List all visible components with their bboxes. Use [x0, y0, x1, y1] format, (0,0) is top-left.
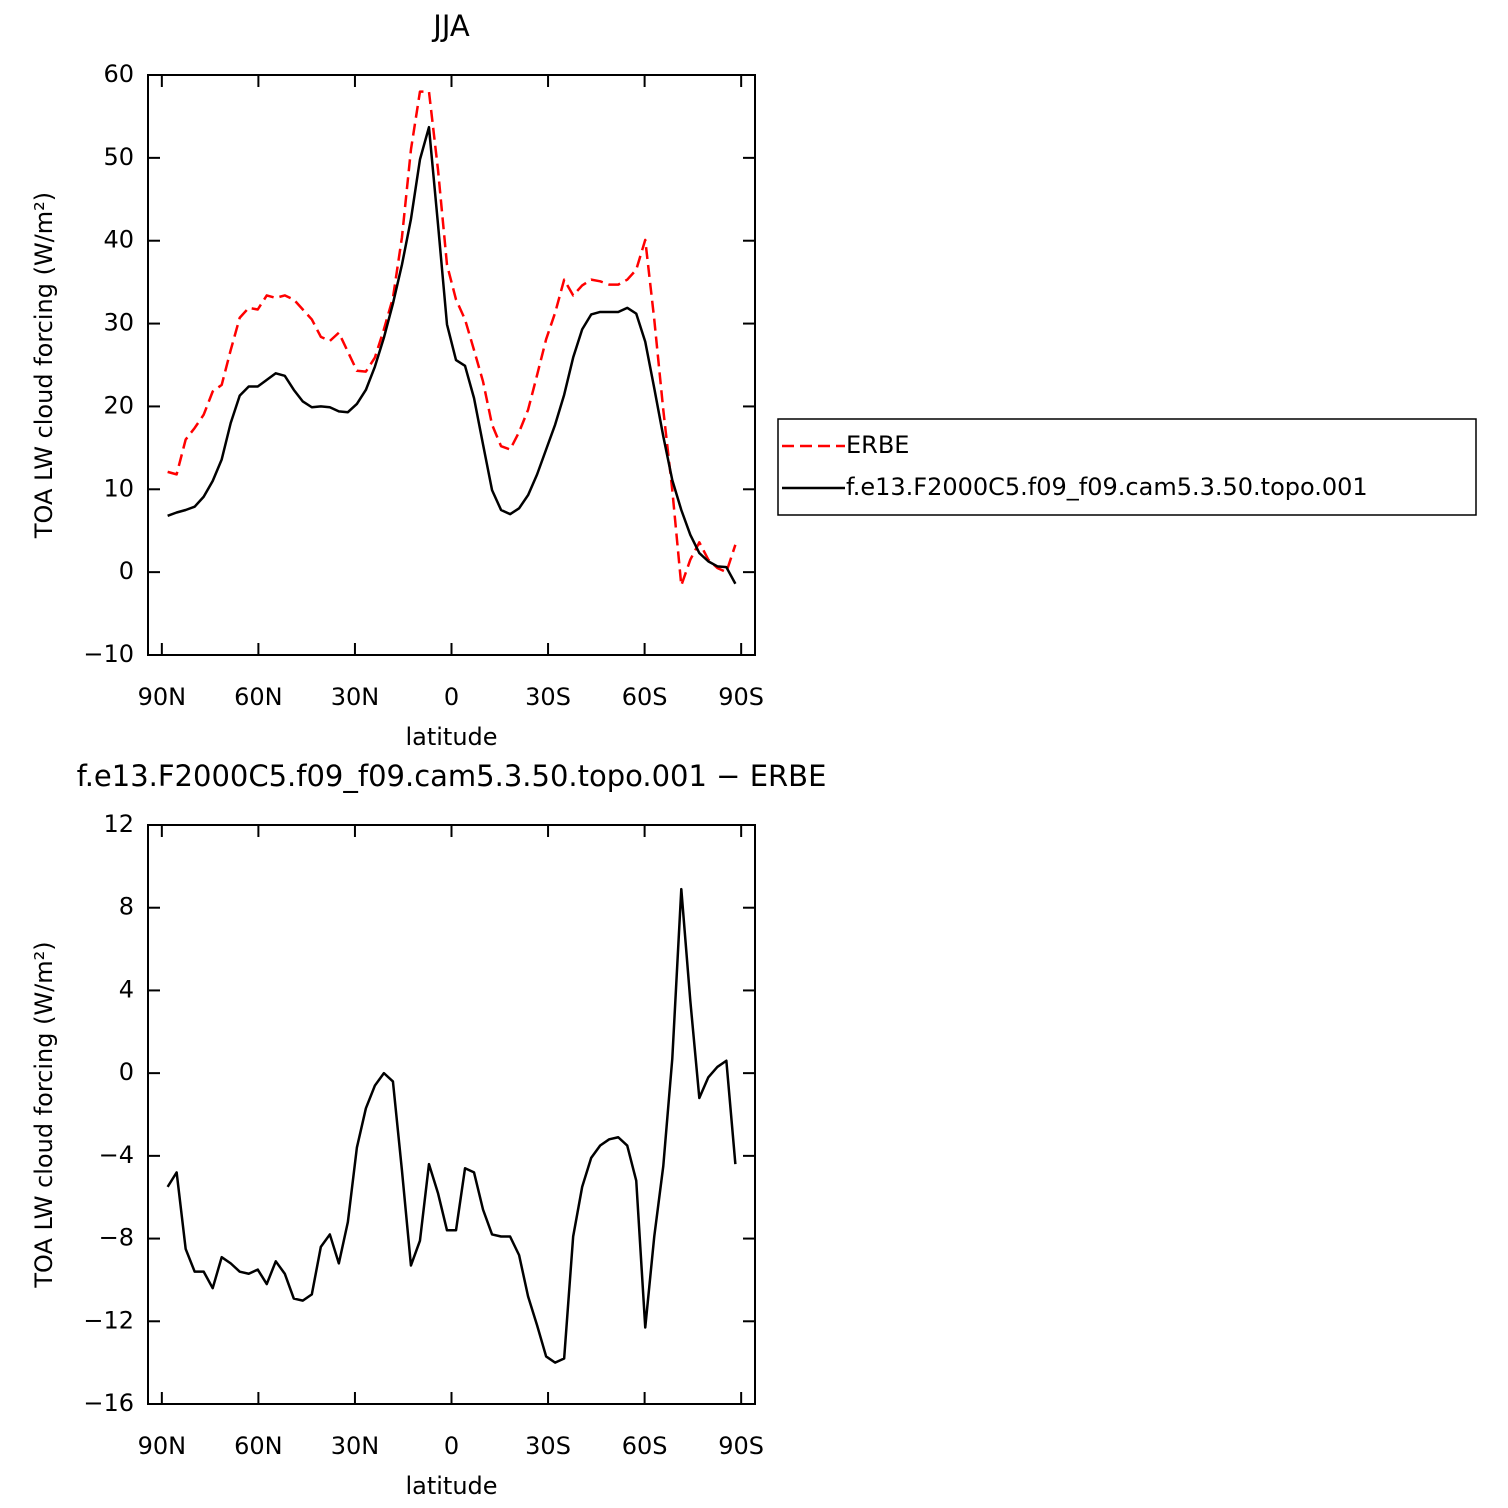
y-tick-label: 20 — [103, 391, 134, 419]
legend-label: ERBE — [846, 431, 909, 459]
data-line — [167, 125, 737, 585]
y-tick-label: 50 — [103, 143, 134, 171]
y-tick-label: 10 — [103, 474, 134, 502]
x-tick-label: 0 — [444, 1432, 459, 1460]
y-tick-label: 8 — [119, 893, 134, 921]
x-tick-label: 60S — [622, 683, 668, 711]
x-tick-label: 30S — [525, 1432, 571, 1460]
x-tick-label: 60N — [234, 1432, 283, 1460]
y-tick-label: 12 — [103, 810, 134, 838]
plot-frame — [147, 74, 756, 656]
x-tick-label: 30N — [331, 683, 380, 711]
x-tick-label: 0 — [444, 683, 459, 711]
data-line — [167, 90, 737, 587]
x-tick-label: 90S — [718, 1432, 764, 1460]
y-axis-label: TOA LW cloud forcing (W/m²) — [30, 941, 58, 1288]
x-tick-label: 60S — [622, 1432, 668, 1460]
y-tick-label: 4 — [119, 975, 134, 1003]
y-tick-label: 0 — [119, 1058, 134, 1086]
x-tick-label: 90S — [718, 683, 764, 711]
y-tick-label: −8 — [99, 1224, 134, 1252]
chart-title: f.e13.F2000C5.f09_f09.cam5.3.50.topo.001… — [77, 759, 827, 793]
y-tick-label: 30 — [103, 309, 134, 337]
data-line — [166, 887, 737, 1364]
plot-frame — [147, 824, 756, 1405]
x-tick-label: 30N — [331, 1432, 380, 1460]
x-tick-label: 90N — [138, 1432, 187, 1460]
legend-label: f.e13.F2000C5.f09_f09.cam5.3.50.topo.001 — [846, 473, 1368, 501]
y-tick-label: −12 — [83, 1306, 134, 1334]
y-tick-label: 60 — [103, 60, 134, 88]
x-tick-label: 30S — [525, 683, 571, 711]
y-tick-label: −10 — [83, 640, 134, 668]
x-tick-label: 60N — [234, 683, 283, 711]
x-tick-label: 90N — [138, 683, 187, 711]
y-axis-label: TOA LW cloud forcing (W/m²) — [30, 192, 58, 539]
chart-title: JJA — [431, 9, 470, 43]
x-axis-label: latitude — [405, 723, 497, 751]
y-tick-label: 0 — [119, 557, 134, 585]
x-axis-label: latitude — [405, 1472, 497, 1500]
y-tick-label: −4 — [99, 1141, 134, 1169]
y-tick-label: 40 — [103, 226, 134, 254]
legend-box — [777, 418, 1477, 516]
y-tick-label: −16 — [83, 1389, 134, 1417]
